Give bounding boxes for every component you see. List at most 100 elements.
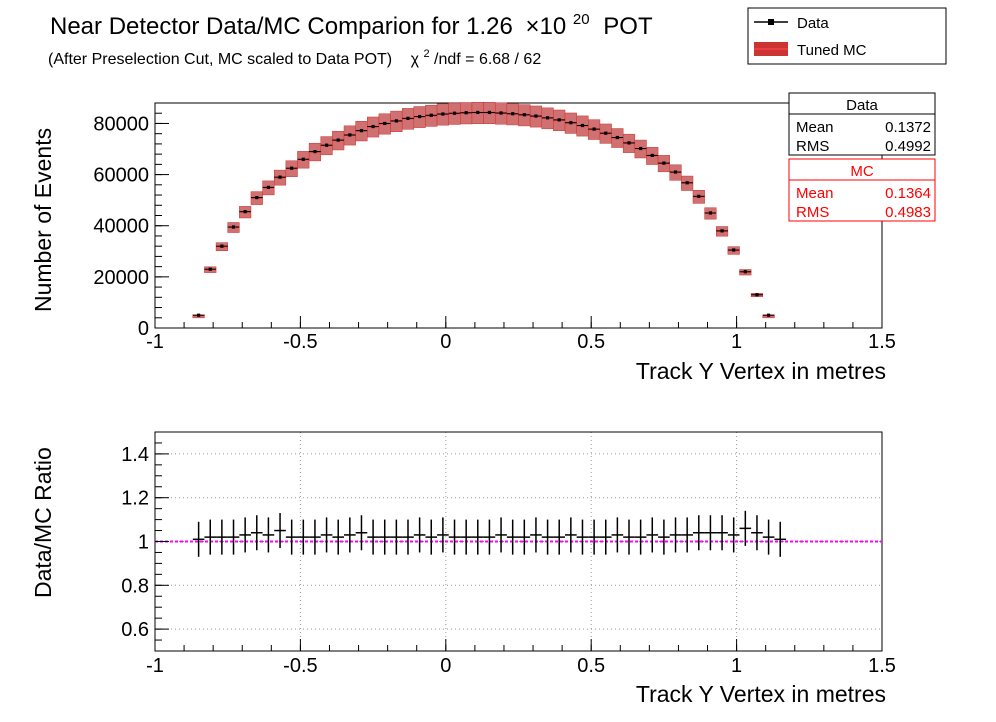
top-y-tick-label: 80000 xyxy=(93,113,149,135)
data-point xyxy=(348,133,352,137)
data-point xyxy=(732,248,736,252)
data-point xyxy=(464,111,468,115)
data-point xyxy=(604,131,608,135)
stats-data-rms-value: 0.4992 xyxy=(885,138,931,155)
top-x-tick-label: 0 xyxy=(440,331,451,353)
stats-mc-title: MC xyxy=(850,163,873,180)
top-histogram-panel: -1 -0.5 0 0.5 1 1.5 0 20000 40000 60000 80000 Tra… xyxy=(30,101,896,384)
data-point xyxy=(685,181,689,185)
ratio-x-tick-label: 1.5 xyxy=(868,655,896,677)
data-point xyxy=(243,210,247,214)
top-x-tick-label: -0.5 xyxy=(283,331,317,353)
stats-mc-mean-label: Mean xyxy=(796,185,834,202)
top-y-tick-label: 20000 xyxy=(93,267,149,289)
data-point xyxy=(615,135,619,140)
stats-data-mean-value: 0.1372 xyxy=(885,119,931,136)
top-y-tick-label: 40000 xyxy=(93,216,149,238)
top-x-tick-label: -1 xyxy=(146,331,164,353)
chi-text: /ndf = 6.68 / 62 xyxy=(434,51,541,68)
data-point xyxy=(487,110,492,115)
data-point xyxy=(580,123,585,128)
data-point xyxy=(324,143,329,147)
mc-uncertainty-bands xyxy=(192,101,775,319)
legend-data-marker xyxy=(768,19,774,25)
data-point xyxy=(208,267,212,271)
data-point xyxy=(301,157,305,161)
ratio-x-tick-label: 0.5 xyxy=(577,655,605,677)
chart-title-suffix: POT xyxy=(603,13,653,40)
stats-mc-rms-label: RMS xyxy=(796,204,829,221)
data-point xyxy=(476,110,480,115)
stats-data-title: Data xyxy=(846,97,878,114)
data-point xyxy=(522,113,526,117)
data-point xyxy=(639,146,643,151)
stats-mc-rms-value: 0.4983 xyxy=(885,204,931,221)
data-point xyxy=(290,166,294,170)
data-point xyxy=(697,194,701,198)
data-point xyxy=(569,121,573,125)
data-point xyxy=(452,111,457,115)
top-y-tick-label: 60000 xyxy=(93,165,149,187)
data-point xyxy=(557,118,561,122)
data-point xyxy=(255,196,259,200)
data-point xyxy=(371,124,375,129)
chart-subtitle: (After Preselection Cut, MC scaled to Da… xyxy=(48,44,541,68)
data-point xyxy=(534,114,538,118)
top-x-axis-title: Track Y Vertex in metres xyxy=(636,358,886,384)
data-point xyxy=(313,149,317,154)
chart-subtitle-text: (After Preselection Cut, MC scaled to Da… xyxy=(48,51,392,68)
ratio-y-tick-label: 1.2 xyxy=(121,488,149,510)
stats-mc-mean-value: 0.1364 xyxy=(885,185,931,202)
ratio-y-tick-label: 1 xyxy=(138,532,149,554)
data-point xyxy=(418,114,422,119)
data-point xyxy=(766,313,771,317)
stats-data-frame xyxy=(788,92,936,156)
data-point xyxy=(755,293,759,297)
chart-title-main: Near Detector Data/MC Comparion for 1.26 xyxy=(50,13,513,40)
legend: Data Tuned MC xyxy=(747,7,947,65)
top-x-axis: -1 -0.5 0 0.5 1 1.5 xyxy=(146,316,896,353)
data-point xyxy=(278,175,282,179)
stats-data-rms-label: RMS xyxy=(796,138,829,155)
ratio-y-axis-title: Data/MC Ratio xyxy=(30,447,56,598)
ratio-y-tick-label: 0.8 xyxy=(121,575,149,597)
data-point xyxy=(220,244,224,248)
ratio-x-tick-label: 1 xyxy=(731,655,742,677)
data-point xyxy=(429,113,433,117)
top-x-tick-label: 0.5 xyxy=(577,331,605,353)
ratio-x-axis-title: Track Y Vertex in metres xyxy=(636,681,886,707)
legend-mc-label: Tuned MC xyxy=(797,42,867,59)
chart-title-exponent: 20 xyxy=(573,11,590,28)
data-point xyxy=(545,116,550,120)
data-point xyxy=(336,138,340,142)
ratio-x-tick-label: -1 xyxy=(146,655,164,677)
ratio-y-tick-label: 1.4 xyxy=(121,444,149,466)
data-point xyxy=(231,225,236,229)
data-point xyxy=(383,121,387,126)
data-point xyxy=(511,112,515,116)
data-point xyxy=(673,170,678,174)
data-point xyxy=(359,129,364,133)
top-y-tick-label: 0 xyxy=(138,318,149,340)
ratio-panel: -1 -0.5 0 0.5 1 1.5 0.6 0.8 1 1.2 1.4 Track Y Ver… xyxy=(30,431,896,707)
ratio-y-tick-label: 0.6 xyxy=(121,619,149,641)
stats-data-mean-label: Mean xyxy=(796,119,834,136)
top-y-axis-title: Number of Events xyxy=(30,128,56,312)
data-point xyxy=(266,185,271,189)
ratio-y-axis: 0.6 0.8 1 1.2 1.4 xyxy=(121,431,169,652)
ratio-points xyxy=(192,510,787,557)
ratio-x-axis: -1 -0.5 0 0.5 1 1.5 xyxy=(146,639,896,677)
data-point xyxy=(662,161,666,165)
stats-box-mc: MC Mean 0.1364 RMS 0.4983 xyxy=(788,158,936,222)
data-point xyxy=(650,153,654,158)
stats-box-data: Data Mean 0.1372 RMS 0.4992 xyxy=(788,92,936,156)
top-x-tick-label: 1.5 xyxy=(868,331,896,353)
data-point xyxy=(743,270,747,274)
chart-title: Near Detector Data/MC Comparion for 1.26… xyxy=(50,3,653,40)
data-point xyxy=(441,112,445,116)
legend-data-label: Data xyxy=(797,15,829,32)
data-point xyxy=(197,313,201,317)
chart-title-times: ×10 xyxy=(526,13,567,40)
data-points xyxy=(192,110,775,317)
ratio-x-tick-label: 0 xyxy=(440,655,451,677)
